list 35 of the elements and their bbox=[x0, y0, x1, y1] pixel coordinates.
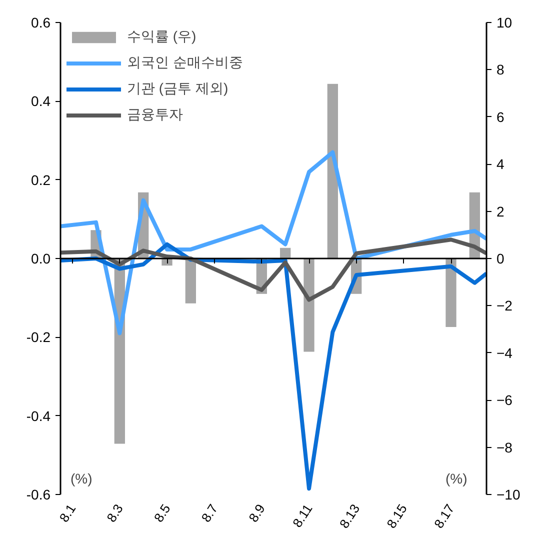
x-tick-label: 8.7 bbox=[198, 501, 221, 525]
y2-tick-label: 10 bbox=[496, 14, 512, 30]
bar bbox=[446, 258, 456, 327]
y-tick-label: 0.4 bbox=[31, 93, 51, 110]
y2-tick-label: 4 bbox=[496, 156, 504, 172]
y2-tick-label: −8 bbox=[496, 439, 513, 456]
y2-tick-label: −6 bbox=[496, 392, 513, 408]
x-tick-label: 8.11 bbox=[290, 501, 316, 530]
y-tick-label: -0.6 bbox=[26, 486, 51, 502]
y-tick-label: -0.4 bbox=[26, 408, 51, 424]
x-tick-label: 8.9 bbox=[246, 501, 268, 525]
legend-label: 금융투자 bbox=[127, 106, 183, 124]
x-tick-label: 8.1 bbox=[56, 501, 79, 525]
y2-tick-label: 0 bbox=[496, 250, 504, 266]
bar bbox=[280, 248, 291, 258]
y-tick-label: 0.6 bbox=[31, 14, 51, 30]
annotation: (%) bbox=[70, 470, 92, 486]
y2-tick-label: −4 bbox=[496, 344, 513, 361]
bar bbox=[304, 258, 314, 352]
y2-tick-label: −2 bbox=[496, 298, 513, 314]
y2-tick-label: 6 bbox=[496, 108, 504, 125]
y-tick-label: 0.2 bbox=[31, 172, 51, 188]
y-tick-label: 0.0 bbox=[31, 250, 51, 266]
y2-tick-label: −10 bbox=[496, 486, 520, 502]
legend-label: 외국인 순매수비중 bbox=[127, 54, 243, 72]
legend-label: 수익률 (우) bbox=[127, 28, 196, 46]
bar bbox=[185, 258, 196, 304]
y-tick-label: -0.2 bbox=[26, 329, 51, 346]
legend-label: 기관 (금투 제외) bbox=[127, 80, 228, 98]
y2-tick-label: 8 bbox=[496, 62, 504, 78]
annotation: (%) bbox=[446, 470, 468, 486]
y2-tick-label: 2 bbox=[496, 203, 504, 220]
bar bbox=[327, 84, 338, 258]
x-tick-label: 8.5 bbox=[150, 501, 174, 525]
x-tick-label: 8.3 bbox=[104, 501, 126, 525]
